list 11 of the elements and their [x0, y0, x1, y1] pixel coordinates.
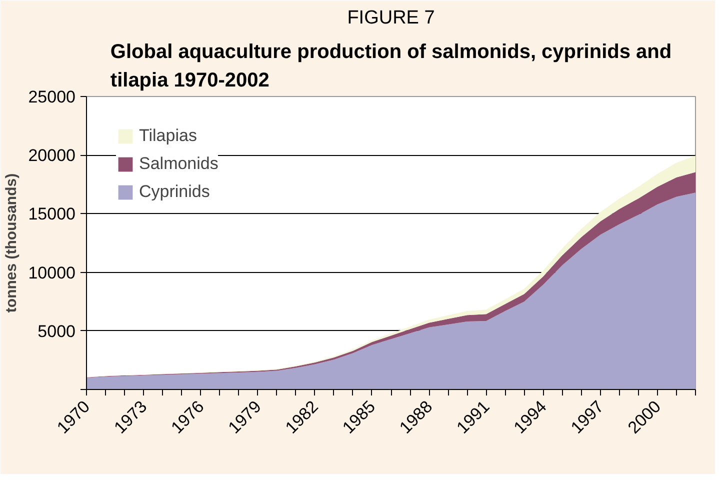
y-tick-label: 15000	[28, 204, 76, 224]
chart-title: FIGURE 7	[347, 8, 435, 28]
y-axis-title: tonnes (thousands)	[3, 173, 20, 313]
legend-label: Cyprinids	[139, 182, 210, 202]
legend-label: Tilapias	[139, 126, 197, 146]
y-tick-label: 5000	[38, 322, 76, 341]
legend-label: Salmonids	[139, 154, 218, 174]
chart-subtitle: Global aquaculture production of salmonids, cyprinids and tilapia 1970-2002	[110, 40, 672, 92]
y-tick-label: 20000	[28, 146, 76, 166]
y-tick-label: 10000	[28, 263, 76, 282]
y-tick-label: 25000	[28, 88, 76, 106]
